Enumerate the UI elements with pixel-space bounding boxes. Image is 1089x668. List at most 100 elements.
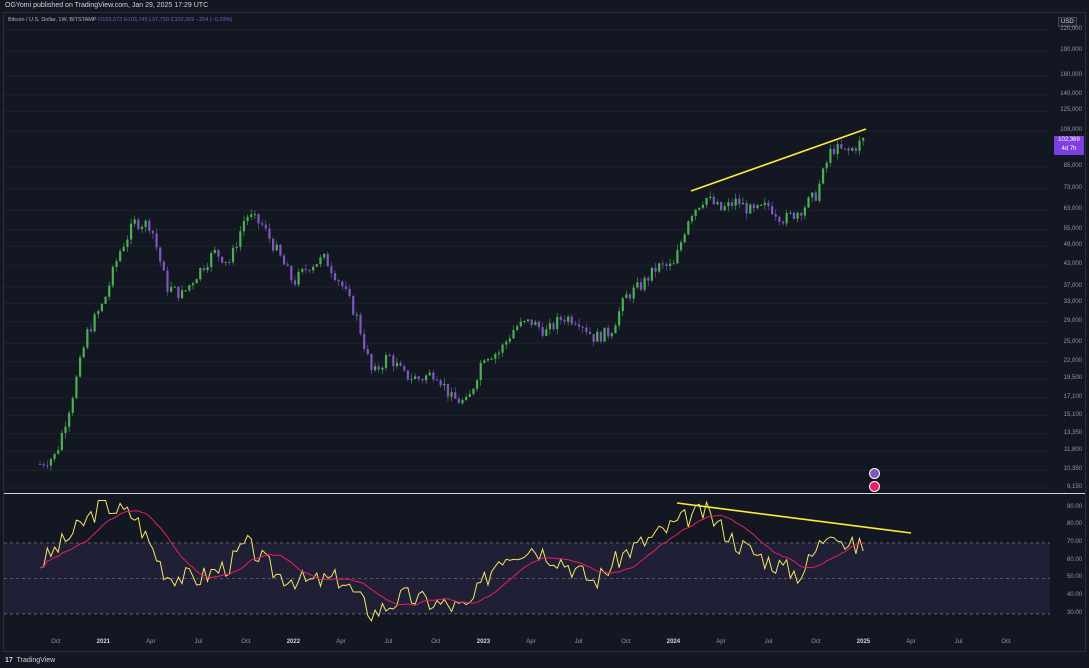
footer: 17 TradingView xyxy=(0,653,1089,668)
up-candle xyxy=(53,453,56,460)
price-tick-label: 160,000 xyxy=(1060,71,1082,78)
up-candle xyxy=(789,212,792,214)
down-candle xyxy=(454,392,457,399)
news-marker-icon[interactable] xyxy=(869,481,880,492)
price-tick-label: 19,500 xyxy=(1063,375,1082,382)
rsi-tick-label: 50.00 xyxy=(1066,574,1082,581)
up-candle xyxy=(424,375,428,381)
down-candle xyxy=(264,224,267,229)
down-candle xyxy=(781,221,785,224)
down-candle xyxy=(435,379,439,381)
down-candle xyxy=(341,281,344,287)
down-candle xyxy=(417,376,420,380)
price-tick-label: 37,000 xyxy=(1063,282,1082,289)
down-candle xyxy=(457,398,460,404)
down-candle xyxy=(221,256,224,263)
down-candle xyxy=(333,273,337,281)
brand-name: TradingView xyxy=(16,657,56,664)
time-tick-label: Oct xyxy=(621,639,631,645)
down-candle xyxy=(588,331,592,335)
up-candle xyxy=(567,316,570,322)
up-candle xyxy=(465,396,468,401)
down-candle xyxy=(432,372,435,380)
price-tick-label: 43,000 xyxy=(1063,261,1082,268)
up-candle xyxy=(694,209,697,217)
event-marker-icon[interactable] xyxy=(869,468,880,479)
down-candle xyxy=(217,249,220,257)
up-candle xyxy=(301,268,304,272)
up-candle xyxy=(534,321,537,326)
time-tick-label: Oct xyxy=(431,639,441,645)
pane-divider[interactable] xyxy=(4,493,1085,494)
up-candle xyxy=(315,264,318,267)
up-candle xyxy=(246,216,249,221)
up-candle xyxy=(669,263,672,267)
rsi-tick-label: 80.00 xyxy=(1066,521,1082,528)
down-candle xyxy=(162,261,165,271)
up-candle xyxy=(450,392,453,397)
up-candle xyxy=(621,298,624,312)
down-candle xyxy=(446,383,450,397)
down-candle xyxy=(840,144,843,149)
up-candle xyxy=(497,352,501,355)
down-candle xyxy=(370,354,373,371)
down-candle xyxy=(800,212,803,216)
down-candle xyxy=(148,220,151,231)
up-candle xyxy=(461,400,464,404)
down-candle xyxy=(552,323,555,330)
down-candle xyxy=(592,334,595,342)
up-candle xyxy=(242,220,246,232)
down-candle xyxy=(282,255,286,265)
up-candle xyxy=(727,202,730,207)
up-candle xyxy=(104,296,107,304)
down-candle xyxy=(778,216,781,222)
down-candle xyxy=(352,295,355,315)
time-tick-label: Apr xyxy=(906,639,916,645)
rsi-line xyxy=(39,500,864,622)
up-candle xyxy=(68,412,71,427)
down-candle xyxy=(577,324,581,327)
up-candle xyxy=(479,362,482,381)
up-candle xyxy=(319,257,322,265)
price-trendline xyxy=(690,128,867,192)
down-candle xyxy=(847,148,850,151)
down-candle xyxy=(665,264,668,267)
price-tick-label: 140,000 xyxy=(1060,91,1082,98)
chart-frame[interactable] xyxy=(3,12,1086,652)
down-candle xyxy=(607,327,610,337)
up-candle xyxy=(858,140,861,151)
up-candle xyxy=(428,372,431,376)
currency-label[interactable]: USD xyxy=(1058,17,1077,27)
symbol-legend[interactable]: Bitcoin / U.S. Dollar, 1W, BITSTAMP O103… xyxy=(8,17,232,23)
last-price-badge: 102,369 4d 7h xyxy=(1054,136,1084,155)
up-candle xyxy=(741,202,745,205)
up-candle xyxy=(643,277,646,290)
time-tick-label: Oct xyxy=(241,639,251,645)
price-tick-label: 11,800 xyxy=(1064,447,1082,454)
price-tick-label: 22,000 xyxy=(1063,357,1082,364)
down-candle xyxy=(151,230,155,234)
up-candle xyxy=(57,450,60,454)
down-candle xyxy=(202,268,206,271)
up-candle xyxy=(658,263,661,272)
price-tick-label: 125,000 xyxy=(1060,107,1082,114)
last-price-value: 102,369 xyxy=(1058,137,1080,143)
up-candle xyxy=(235,247,238,249)
price-tick-label: 63,000 xyxy=(1063,206,1082,213)
down-candle xyxy=(308,269,311,271)
down-candle xyxy=(286,264,289,267)
down-candle xyxy=(293,280,297,285)
down-candle xyxy=(661,263,664,265)
up-candle xyxy=(206,267,209,271)
up-candle xyxy=(414,376,417,380)
up-candle xyxy=(82,347,85,358)
time-tick-label: Jul xyxy=(194,639,203,645)
time-tick-label: 2021 xyxy=(96,639,111,645)
publish-header: OGYomi published on TradingView.com, Jan… xyxy=(0,0,1089,12)
up-candle xyxy=(632,287,635,299)
price-tick-label: 29,000 xyxy=(1063,317,1082,324)
up-candle xyxy=(676,250,679,264)
rsi-tick-label: 70.00 xyxy=(1066,539,1082,546)
up-candle xyxy=(486,359,490,361)
